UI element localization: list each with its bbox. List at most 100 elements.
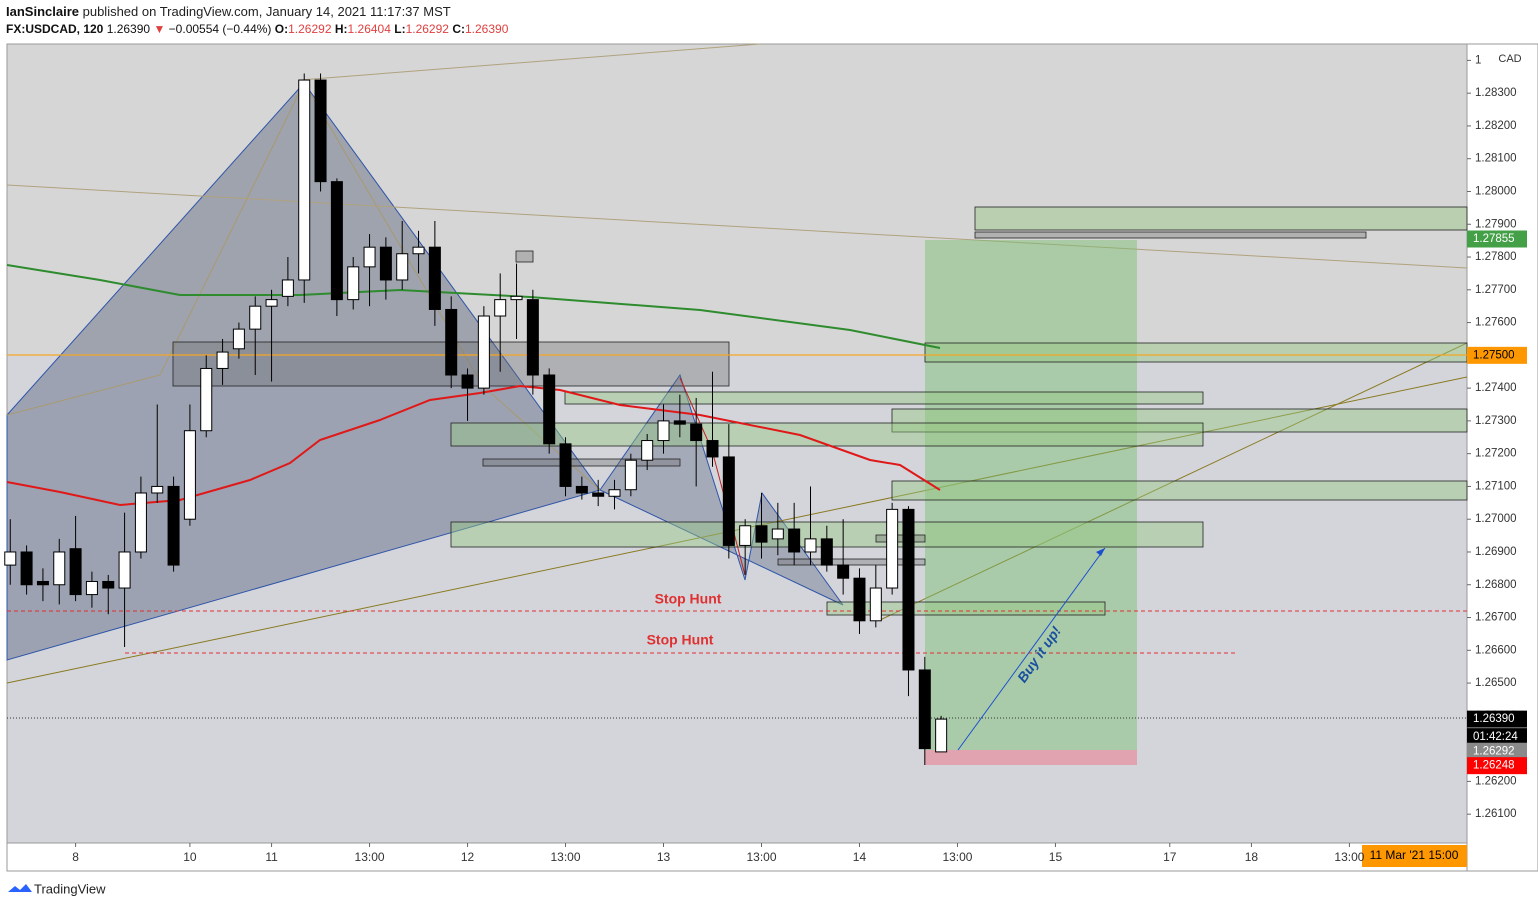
candle-body [608,489,621,497]
candle-body [788,528,801,553]
candle-body [804,538,817,553]
candle-body [216,351,229,369]
candle-body [412,246,425,255]
candle-body [4,551,17,566]
zone-box [450,422,1204,447]
x-tick-label: 17 [1163,850,1177,864]
x-tick-label: 14 [853,850,867,864]
candle-body [20,551,33,586]
candle-body [624,459,637,491]
y-tick-label: 1.26100 [1475,808,1517,820]
y-tick-label: 1.28000 [1475,186,1517,198]
candle-body [477,315,490,389]
c: 1.26390 [465,22,509,36]
o-label: O: [275,22,288,36]
price-badge [1467,710,1527,728]
x-tick-label: 8 [72,850,79,864]
candle-body [902,508,915,671]
countdown-label: 01:42:24 [1473,731,1518,743]
y-tick-label: 1.26200 [1475,775,1517,787]
zone-box [826,601,1106,616]
x-tick-label: 13:00 [551,850,581,864]
x-tick-label: 15 [1049,850,1063,864]
candle-body [837,564,850,579]
candle-body [445,308,458,376]
candle-body [722,456,735,546]
l: 1.26292 [406,22,450,36]
y-tick-label: 1.26800 [1475,579,1517,591]
candle-body [526,299,539,376]
zone-box [515,250,534,263]
price-badge-label: 1.26292 [1473,745,1515,757]
x-tick-label: 11 [265,850,278,864]
candle-body [641,440,654,461]
candle-body [755,525,768,543]
drawings [6,43,1468,765]
plot-lower [7,355,1467,843]
candle-body [657,420,670,442]
arrow: ▼ [153,22,165,36]
countdown-badge [1467,728,1527,746]
price-badge [1467,230,1527,248]
price-badge [1467,742,1527,760]
x-tick-label: 18 [1245,850,1259,864]
x-tick-label: 13 [657,850,671,864]
y-tick-label: 1.27200 [1475,448,1517,460]
trend-line [879,342,1468,621]
y-tick-label: 1.26500 [1475,677,1517,689]
candle-body [510,295,523,301]
zone-box [875,534,926,543]
candle-body [232,328,245,350]
zone-box [924,342,1468,363]
last: 1.26390 [107,22,151,36]
y-tick-label: 1.27100 [1475,480,1517,492]
price-badge-label: 1.26248 [1473,760,1515,772]
change: −0.00554 (−0.44%) [169,22,272,36]
candle-body [298,79,311,281]
y-tick-label: 1.28300 [1475,87,1517,99]
candle-body [396,253,409,281]
zone-box [974,206,1468,231]
c-label: C: [452,22,465,36]
candle-body [739,525,752,546]
candle-body [690,423,703,442]
candle-body [575,485,588,494]
symbol: FX:USDCAD, 120 [6,22,104,36]
candle-body [853,577,866,622]
candle-body [134,492,147,553]
y-tick-label: 1.27000 [1475,513,1517,525]
candle-body [281,279,294,297]
candle-body [102,580,115,589]
l-label: L: [394,22,405,36]
candle-body [53,551,66,586]
price-badge-label: 1.26390 [1473,713,1515,725]
price-badge-label: 1.27500 [1473,349,1515,361]
annotation: Stop Hunt [647,632,714,648]
currency: CAD [1498,53,1521,65]
x-tick-label: 10 [183,850,197,864]
candle-body [347,266,360,301]
y-tick-label: 1.27400 [1475,382,1517,394]
brand: TradingView [34,881,106,896]
y-tick-label: 1.27300 [1475,415,1517,427]
candle-body [592,492,605,497]
x-tick-label: 13:00 [746,850,776,864]
trend-line [6,184,1468,269]
price-badge [1467,757,1527,775]
price-badge-label: 1.27855 [1473,233,1515,245]
y-tick-label: 1.26600 [1475,644,1517,656]
candle-body [461,374,474,389]
candle-body [935,718,948,753]
candle-body [85,580,98,596]
zone-box [564,391,1204,405]
candle-body [869,587,882,622]
h: 1.26404 [348,22,392,36]
long-stop-zone [925,750,1137,765]
candle-body [494,299,507,317]
candle-body [200,367,213,432]
candle-body [363,246,376,268]
x-tick-label: 13:00 [1334,850,1364,864]
candle-body [918,669,931,750]
y-tick-label: 1.27900 [1475,218,1517,230]
